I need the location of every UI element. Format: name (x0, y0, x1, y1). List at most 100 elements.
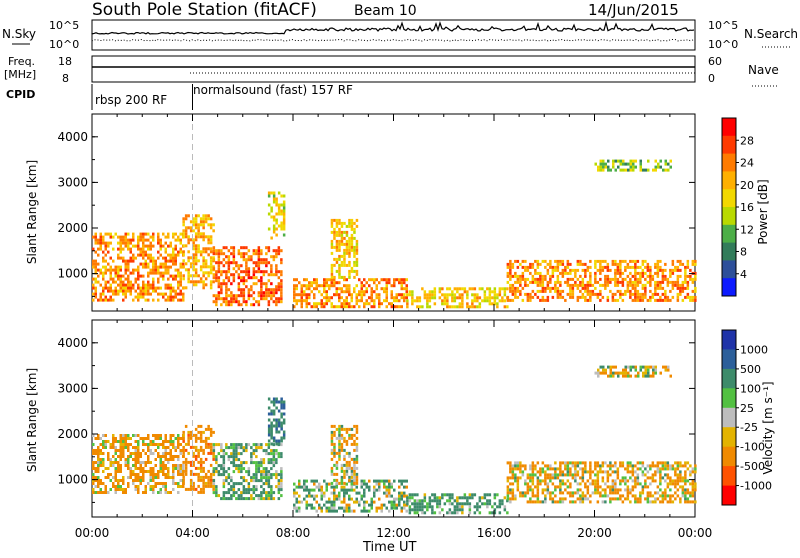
data-cell (333, 478, 336, 482)
data-cell (604, 259, 607, 263)
data-cell (117, 292, 120, 296)
data-cell (681, 298, 685, 302)
data-cell (579, 461, 582, 465)
x-tick-label: 20:00 (577, 526, 612, 540)
data-cell (164, 247, 167, 251)
data-cell (94, 277, 97, 281)
data-cell (686, 295, 690, 299)
data-cell (209, 475, 213, 479)
data-cell (217, 276, 221, 280)
data-cell (393, 296, 396, 300)
data-cell (360, 497, 363, 501)
data-cell (639, 165, 642, 169)
data-cell (152, 488, 155, 491)
data-cell (451, 296, 454, 300)
data-cell (629, 488, 632, 492)
data-cell (621, 283, 625, 287)
data-cell (232, 276, 236, 280)
data-cell (345, 469, 349, 473)
data-cell (483, 496, 487, 500)
data-cell (338, 248, 341, 252)
data-cell (147, 286, 150, 290)
data-cell (526, 277, 530, 281)
data-cell (390, 296, 393, 300)
data-cell (340, 442, 344, 446)
data-cell (282, 194, 286, 198)
data-cell (107, 289, 110, 293)
data-cell (280, 406, 283, 410)
data-cell (398, 491, 401, 495)
data-cell (235, 497, 238, 501)
data-cell (212, 229, 215, 233)
data-cell (109, 461, 112, 464)
data-cell (616, 280, 620, 284)
data-cell (413, 299, 417, 303)
data-cell (671, 271, 675, 275)
data-cell (634, 479, 637, 483)
data-cell (634, 464, 637, 468)
data-cell (318, 506, 321, 510)
data-cell (609, 280, 612, 284)
data-cell (411, 296, 414, 300)
data-cell (197, 235, 200, 239)
data-cell (194, 448, 198, 452)
data-cell (182, 220, 185, 224)
data-cell (94, 289, 97, 293)
data-cell (124, 464, 127, 467)
data-cell (147, 298, 150, 302)
data-cell (516, 464, 520, 468)
data-cell (634, 374, 637, 378)
data-cell (654, 289, 657, 293)
data-cell (215, 455, 218, 459)
data-cell (189, 274, 193, 278)
data-cell (647, 159, 650, 163)
data-cell (152, 283, 155, 287)
data-cell (664, 277, 667, 281)
data-cell (270, 412, 273, 416)
data-cell (227, 267, 231, 271)
data-cell (488, 293, 492, 297)
data-cell (330, 503, 333, 507)
data-cell (174, 274, 177, 278)
data-cell (345, 233, 349, 237)
data-cell (117, 449, 120, 452)
data-cell (215, 252, 218, 256)
data-cell (305, 500, 308, 504)
data-cell (524, 482, 527, 486)
data-cell (313, 482, 316, 486)
data-cell (589, 259, 592, 263)
data-cell (250, 276, 253, 280)
data-cell (576, 497, 580, 501)
data-cell (636, 292, 640, 296)
data-cell (318, 302, 321, 306)
data-cell (270, 288, 273, 292)
data-cell (230, 282, 233, 286)
data-cell (393, 500, 396, 504)
data-cell (639, 295, 642, 299)
data-cell (164, 298, 167, 302)
data-cell (438, 511, 442, 515)
data-cell (174, 256, 177, 260)
data-cell (184, 262, 188, 266)
data-cell (607, 374, 610, 378)
data-cell (313, 296, 316, 300)
data-cell (684, 482, 687, 486)
data-cell (534, 464, 537, 468)
data-cell (152, 277, 155, 281)
data-cell (519, 289, 522, 293)
data-cell (691, 494, 695, 498)
data-cell (225, 261, 228, 265)
data-cell (333, 472, 336, 476)
data-cell (395, 305, 398, 309)
data-cell (129, 476, 132, 479)
data-cell (646, 485, 650, 489)
data-cell (97, 482, 100, 485)
data-cell (99, 479, 102, 482)
data-cell (564, 280, 567, 284)
data-cell (212, 473, 216, 477)
data-cell (112, 485, 115, 488)
station-title: South Pole Station (fitACF) (92, 0, 317, 20)
data-cell (129, 247, 132, 251)
data-cell (421, 287, 424, 291)
data-cell (124, 259, 127, 263)
